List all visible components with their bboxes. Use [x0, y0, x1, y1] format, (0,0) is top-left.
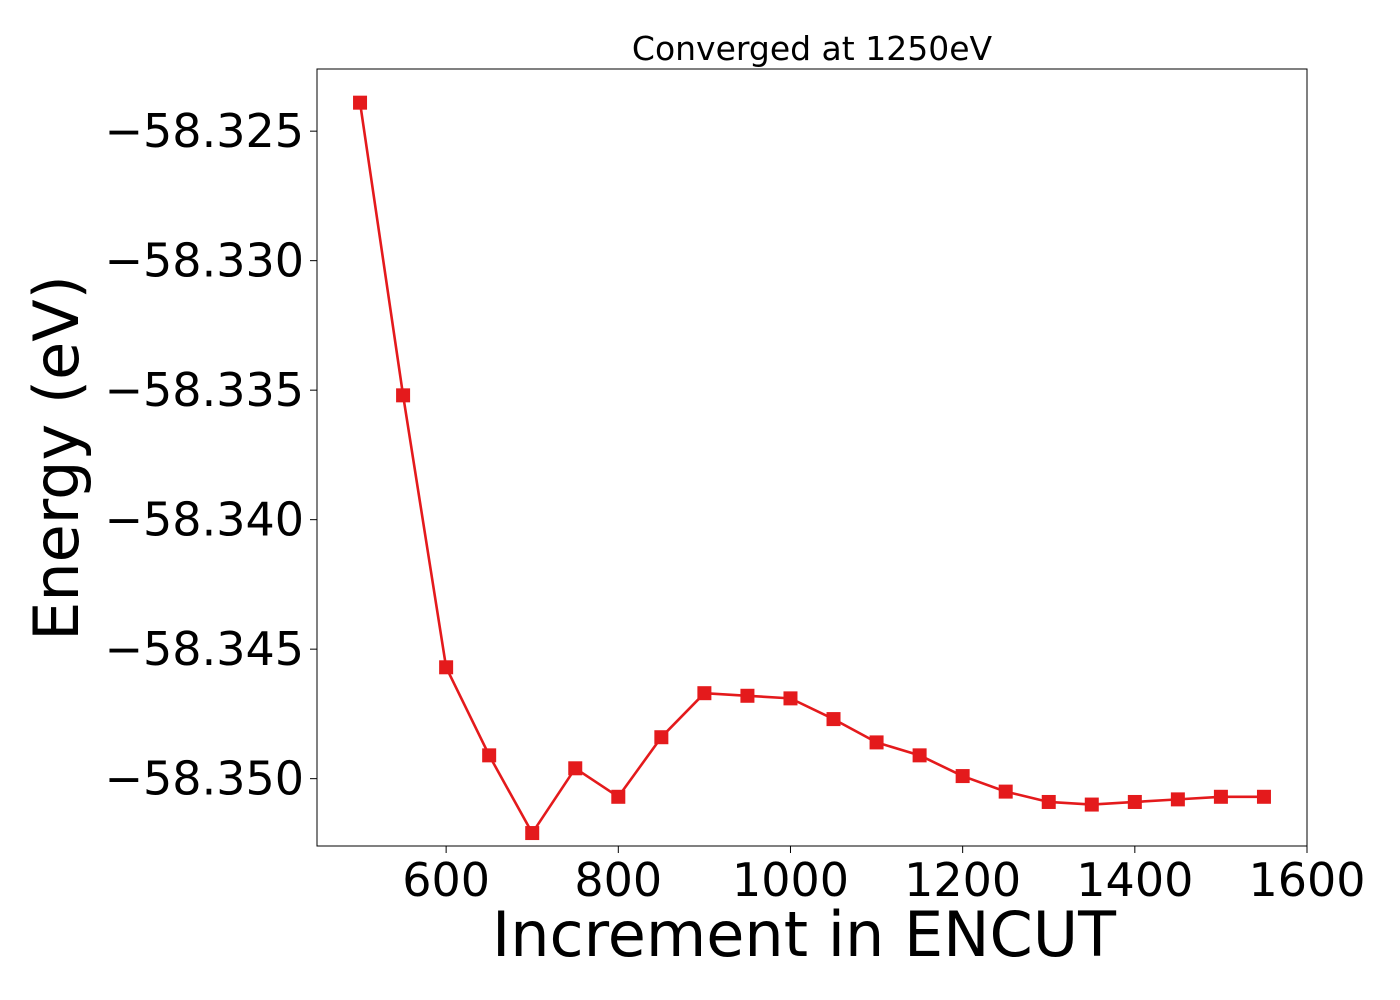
data-point-marker	[1127, 794, 1142, 809]
x-tick-label: 600	[402, 853, 490, 907]
data-point-marker	[869, 735, 884, 750]
data-point-marker	[998, 784, 1013, 799]
y-tick-label: −58.330	[105, 234, 305, 288]
data-point-marker	[568, 761, 583, 776]
data-point-marker	[439, 660, 454, 675]
data-point-marker	[955, 769, 970, 784]
y-tick-label: −58.325	[105, 104, 305, 158]
y-tick-label: −58.345	[105, 622, 305, 676]
data-point-marker	[1256, 789, 1271, 804]
ticks-layer: 600 800 1000 1200 1400 1600 −58.325 −58.330 −58.…	[105, 104, 1366, 907]
data-point-marker	[697, 686, 712, 701]
x-tick-label: 800	[574, 853, 662, 907]
y-axis-title: Energy (eV)	[20, 275, 93, 641]
data-point-marker	[396, 388, 411, 403]
series-layer	[353, 95, 1271, 841]
data-point-marker	[783, 691, 798, 706]
x-tick-label: 1000	[732, 853, 849, 907]
series-line	[358, 102, 1264, 835]
data-point-marker	[353, 95, 368, 110]
data-point-marker	[525, 826, 540, 841]
chart-title: Converged at 1250eV	[632, 29, 993, 68]
x-tick-label: 1200	[904, 853, 1021, 907]
x-tick-label: 1400	[1076, 853, 1193, 907]
plot-frame	[316, 68, 1308, 847]
y-tick-label: −58.335	[105, 363, 305, 417]
y-tick-label: −58.340	[105, 493, 305, 547]
data-point-marker	[826, 712, 841, 727]
data-point-marker	[1170, 792, 1185, 807]
x-tick-label: 1600	[1248, 853, 1365, 907]
data-point-marker	[912, 748, 927, 763]
data-point-marker	[1084, 797, 1099, 812]
data-point-marker	[611, 789, 626, 804]
x-axis-title: Increment in ENCUT	[492, 898, 1117, 971]
data-point-marker	[1041, 794, 1056, 809]
data-point-marker	[482, 748, 497, 763]
y-tick-label: −58.350	[105, 752, 305, 806]
data-point-marker	[1213, 789, 1228, 804]
data-point-marker	[654, 730, 669, 745]
data-point-marker	[740, 688, 755, 703]
